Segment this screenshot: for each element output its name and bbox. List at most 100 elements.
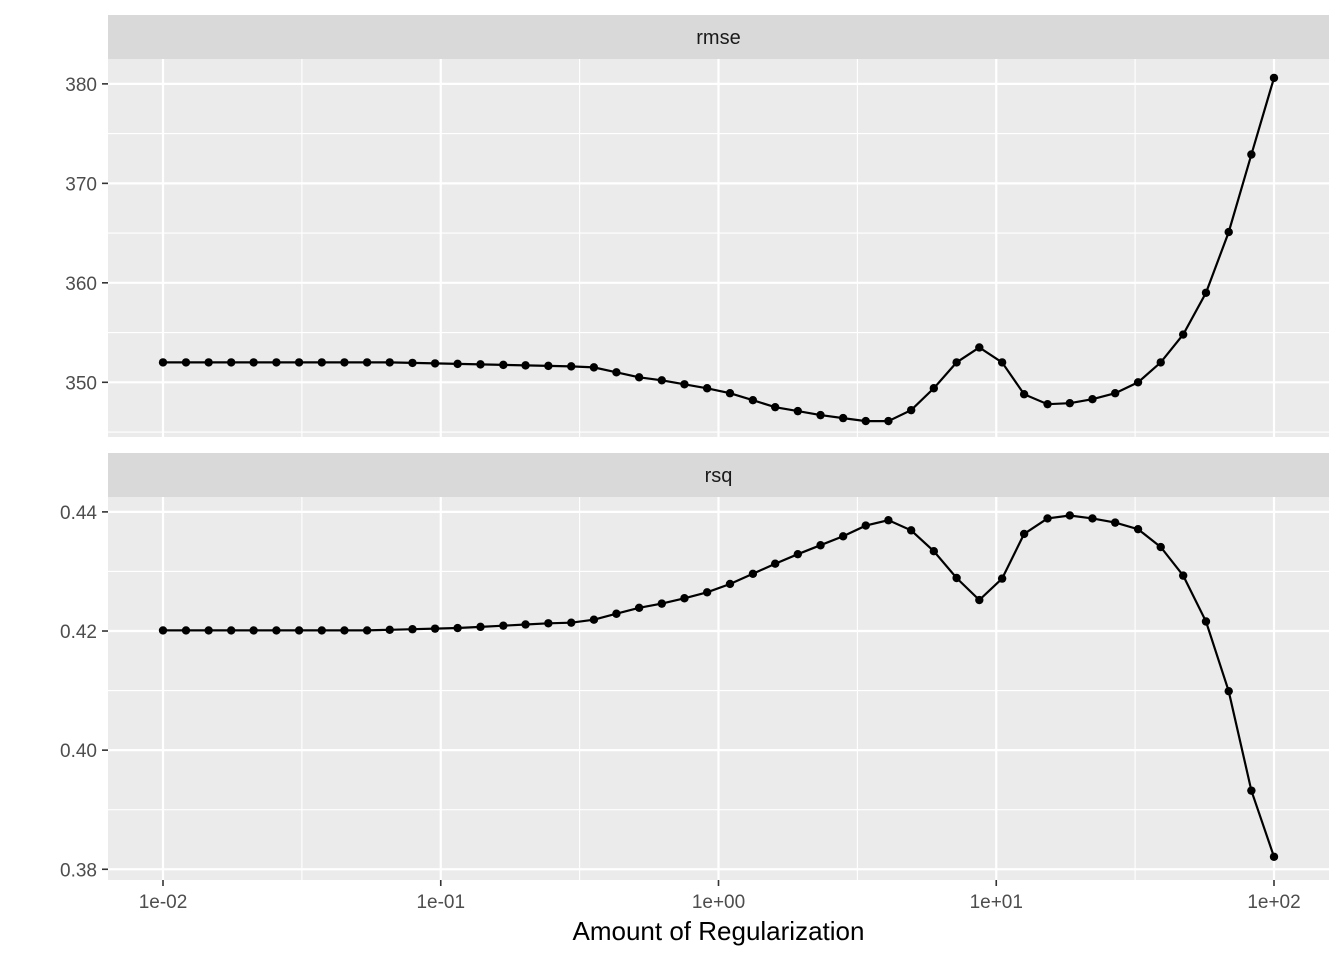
data-point-rsq [1247, 786, 1256, 795]
data-point-rsq [680, 594, 689, 603]
data-point-rmse [453, 359, 462, 369]
data-point-rmse [816, 410, 825, 420]
data-point-rsq [362, 626, 372, 635]
x-tick-label: 1e+02 [1247, 892, 1300, 913]
data-point-rmse [1247, 150, 1256, 159]
strip-background-rsq [108, 453, 1329, 497]
data-point-rsq [1178, 571, 1188, 580]
data-point-rsq [1269, 852, 1279, 861]
x-axis-title: Amount of Regularization [573, 916, 865, 946]
strip-background-rmse [108, 15, 1329, 59]
data-point-rmse [499, 360, 508, 370]
data-point-rmse [567, 362, 576, 371]
data-point-rsq [612, 609, 621, 618]
data-point-rmse [294, 358, 304, 367]
x-tick-label: 1e-01 [416, 892, 465, 913]
data-point-rmse [906, 405, 916, 415]
data-point-rmse [657, 376, 667, 385]
data-point-rmse [770, 402, 780, 412]
data-point-rmse [680, 380, 689, 389]
data-point-rmse [1156, 358, 1165, 367]
data-point-rmse [544, 361, 553, 371]
data-point-rmse [158, 358, 168, 367]
data-point-rsq [1019, 529, 1029, 539]
data-point-rmse [1201, 288, 1211, 297]
strip-label-rmse: rmse [696, 27, 740, 49]
data-point-rsq [453, 623, 462, 633]
data-point-rsq [770, 559, 780, 568]
data-point-rsq [226, 626, 236, 635]
x-tick-label: 1e+01 [970, 892, 1023, 913]
data-point-rsq [748, 569, 758, 579]
data-point-rmse [521, 361, 530, 370]
data-point-rmse [1019, 390, 1029, 399]
data-point-rsq [294, 626, 304, 635]
data-point-rsq [702, 588, 712, 597]
y-tick-label: 350 [65, 373, 97, 394]
data-point-rmse [430, 359, 440, 368]
data-point-rmse [476, 360, 485, 369]
data-point-rmse [612, 368, 621, 377]
data-point-rsq [499, 621, 508, 630]
data-point-rsq [1065, 511, 1075, 520]
data-point-rsq [657, 599, 667, 608]
data-point-rsq [408, 625, 417, 634]
data-point-rmse [385, 358, 394, 367]
data-point-rsq [317, 626, 326, 635]
data-point-rsq [952, 573, 961, 583]
data-point-rsq [158, 626, 168, 635]
data-point-rsq [249, 626, 258, 635]
data-point-rmse [838, 413, 848, 423]
y-tick-label: 0.42 [60, 622, 97, 643]
data-point-rsq [1156, 542, 1165, 552]
data-point-rmse [1133, 378, 1143, 387]
data-point-rsq [1088, 514, 1097, 523]
data-point-rmse [793, 406, 803, 416]
y-tick-label: 360 [65, 274, 97, 295]
data-point-rmse [929, 384, 939, 393]
data-point-rsq [181, 626, 191, 635]
strip-label-rsq: rsq [705, 465, 733, 487]
data-point-rmse [340, 358, 349, 367]
data-point-rsq [1224, 686, 1233, 696]
data-point-rmse [204, 358, 213, 367]
data-point-rmse [952, 358, 961, 367]
data-point-rmse [317, 358, 326, 367]
data-point-rmse [181, 358, 191, 367]
data-point-rsq [884, 516, 893, 525]
y-tick-label: 370 [65, 174, 97, 195]
data-point-rsq [906, 526, 916, 535]
data-point-rmse [226, 358, 236, 367]
data-point-rmse [861, 416, 870, 426]
data-point-rmse [702, 384, 712, 393]
data-point-rsq [385, 625, 394, 635]
data-point-rmse [408, 358, 417, 368]
x-tick-label: 1e+00 [692, 892, 745, 913]
data-point-rmse [884, 416, 893, 426]
data-point-rsq [634, 603, 644, 612]
data-point-rmse [748, 395, 758, 405]
data-point-rsq [997, 574, 1007, 583]
data-point-rmse [1065, 398, 1075, 408]
data-point-rmse [362, 358, 372, 367]
y-tick-label: 0.44 [60, 503, 97, 524]
data-point-rsq [793, 549, 803, 559]
data-point-rmse [634, 373, 644, 382]
x-tick-label: 1e-02 [139, 892, 188, 913]
data-point-rmse [1110, 389, 1120, 398]
data-point-rmse [589, 363, 599, 372]
data-point-rsq [1201, 617, 1211, 626]
data-point-rsq [861, 521, 870, 530]
data-point-rmse [1088, 395, 1097, 404]
data-point-rmse [249, 358, 258, 367]
data-point-rsq [975, 595, 984, 605]
data-point-rsq [1043, 514, 1052, 523]
data-point-rmse [1043, 399, 1052, 409]
data-point-rsq [816, 541, 825, 550]
data-point-rmse [1178, 330, 1188, 339]
data-point-rsq [544, 619, 553, 628]
y-tick-label: 0.40 [60, 741, 97, 762]
data-point-rsq [838, 532, 848, 541]
data-point-rmse [1224, 227, 1233, 237]
